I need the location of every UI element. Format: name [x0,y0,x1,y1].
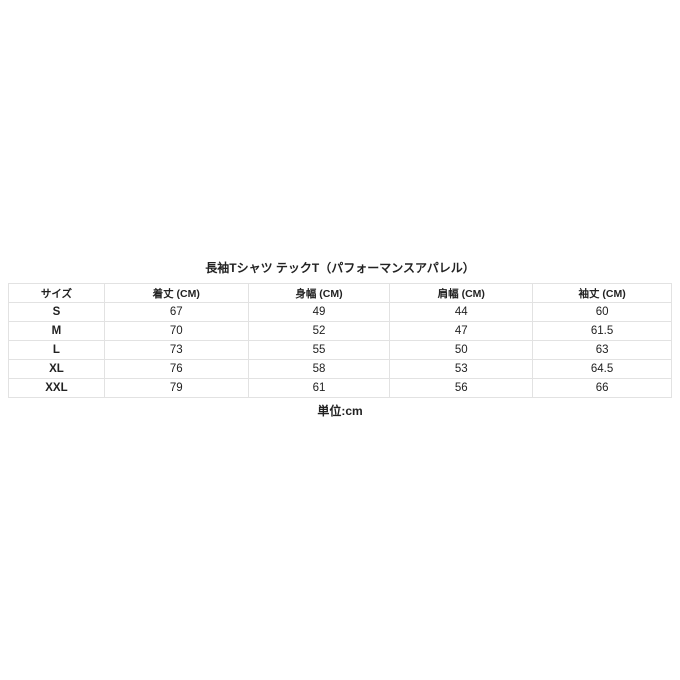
value-cell: 52 [247,321,391,341]
value-cell: 66 [532,378,672,398]
value-cell: 79 [103,378,249,398]
size-cell: XL [8,359,105,379]
value-cell: 70 [103,321,249,341]
value-cell: 61 [247,378,391,398]
value-cell: 55 [247,340,391,360]
column-header: 肩幅 (CM) [389,283,534,303]
column-header: 着丈 (CM) [103,283,249,303]
column-header: サイズ [8,283,105,303]
value-cell: 50 [389,340,534,360]
size-cell: XXL [8,378,105,398]
value-cell: 64.5 [532,359,672,379]
column-header: 身幅 (CM) [247,283,391,303]
value-cell: 60 [532,302,672,322]
value-cell: 47 [389,321,534,341]
header-row: サイズ 着丈 (CM) 身幅 (CM) 肩幅 (CM) 袖丈 (CM) [8,283,672,303]
table-row: S 67 49 44 60 [8,302,672,322]
table-row: M 70 52 47 61.5 [8,321,672,341]
value-cell: 67 [103,302,249,322]
size-cell: L [8,340,105,360]
table-row: L 73 55 50 63 [8,340,672,360]
value-cell: 49 [247,302,391,322]
table-title: 長袖Tシャツ テックT（パフォーマンスアパレル） [205,261,475,275]
size-cell: M [8,321,105,341]
value-cell: 58 [247,359,391,379]
value-cell: 53 [389,359,534,379]
value-cell: 63 [532,340,672,360]
value-cell: 76 [103,359,249,379]
value-cell: 61.5 [532,321,672,341]
value-cell: 56 [389,378,534,398]
size-table: サイズ 着丈 (CM) 身幅 (CM) 肩幅 (CM) 袖丈 (CM) S 67 49 44 6… [8,283,672,398]
table-row: XXL 79 61 56 66 [8,378,672,398]
table-row: XL 76 58 53 64.5 [8,359,672,379]
column-header: 袖丈 (CM) [532,283,672,303]
value-cell: 73 [103,340,249,360]
unit-note: 単位:cm [317,404,363,418]
value-cell: 44 [389,302,534,322]
size-cell: S [8,302,105,322]
